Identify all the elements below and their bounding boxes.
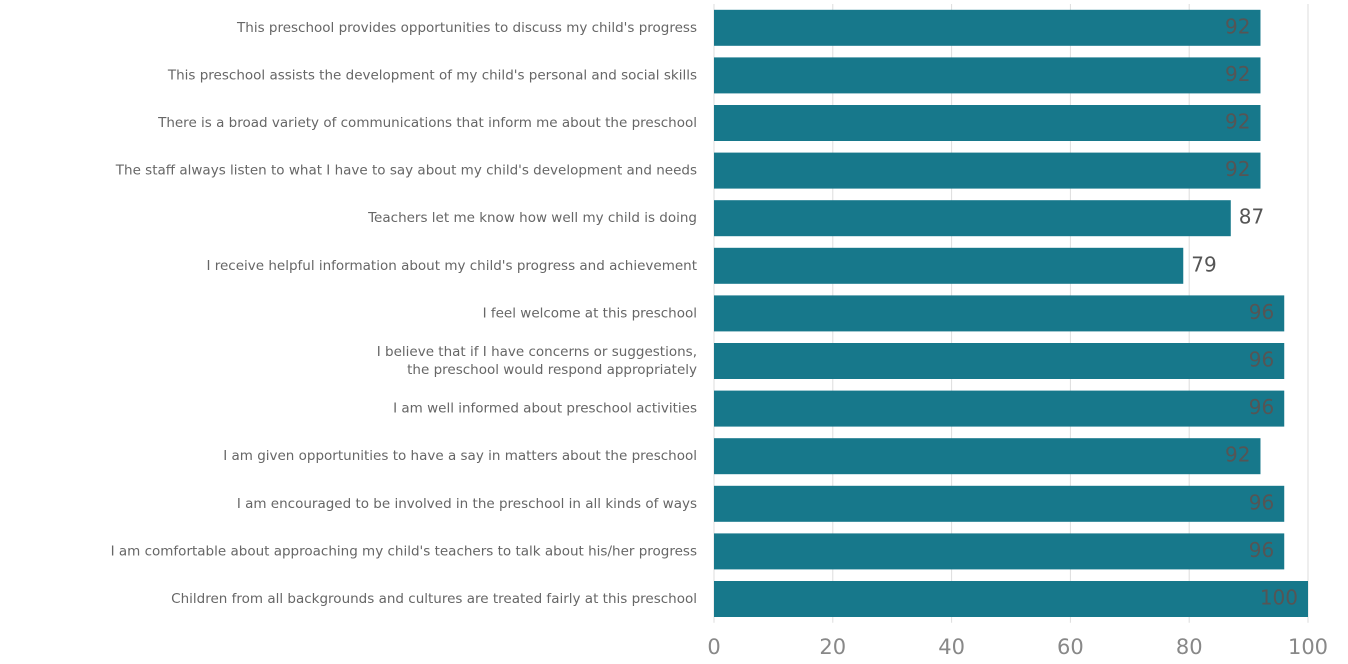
bar (714, 295, 1285, 332)
category-label: Children from all backgrounds and cultur… (171, 591, 697, 607)
x-tick-label: 100 (1288, 635, 1328, 659)
category-label: The staff always listen to what I have t… (115, 163, 697, 179)
bar (714, 485, 1285, 522)
x-tick-label: 80 (1176, 635, 1203, 659)
x-tick-label: 60 (1057, 635, 1084, 659)
value-label: 96 (1249, 490, 1274, 514)
category-label: There is a broad variety of communicatio… (157, 115, 697, 131)
bar (714, 438, 1261, 475)
category-label: I feel welcome at this preschool (483, 305, 697, 321)
value-label: 96 (1249, 538, 1274, 562)
category-label: Teachers let me know how well my child i… (367, 210, 697, 226)
bar (714, 105, 1261, 141)
value-label: 96 (1249, 395, 1274, 419)
value-label: 96 (1249, 300, 1274, 324)
x-tick-label: 20 (819, 635, 846, 659)
bar (714, 9, 1261, 46)
value-label: 79 (1191, 252, 1216, 276)
x-tick-label: 0 (707, 635, 720, 659)
bar (714, 581, 1308, 617)
category-label: This preschool provides opportunities to… (236, 20, 697, 36)
bar (714, 390, 1285, 427)
value-label: 100 (1260, 586, 1298, 610)
bar (714, 152, 1261, 189)
bar (714, 200, 1231, 237)
value-label: 96 (1249, 348, 1274, 372)
value-label: 92 (1225, 110, 1250, 134)
category-label: I am well informed about preschool activ… (393, 401, 697, 417)
category-label: I am comfortable about approaching my ch… (111, 543, 697, 559)
category-label: This preschool assists the development o… (167, 67, 697, 83)
category-label: I believe that if I have concerns or sug… (377, 344, 697, 378)
category-label: I receive helpful information about my c… (206, 258, 697, 274)
value-label: 92 (1225, 62, 1250, 86)
bar (714, 533, 1285, 570)
category-label: I am encouraged to be involved in the pr… (237, 496, 697, 512)
category-label: I am given opportunities to have a say i… (223, 448, 697, 464)
value-label: 92 (1225, 443, 1250, 467)
value-label: 92 (1225, 157, 1250, 181)
bar (714, 247, 1184, 284)
bar (714, 57, 1261, 94)
bar (714, 343, 1285, 379)
x-tick-label: 40 (938, 635, 965, 659)
value-label: 87 (1239, 205, 1264, 229)
value-label: 92 (1225, 14, 1250, 38)
